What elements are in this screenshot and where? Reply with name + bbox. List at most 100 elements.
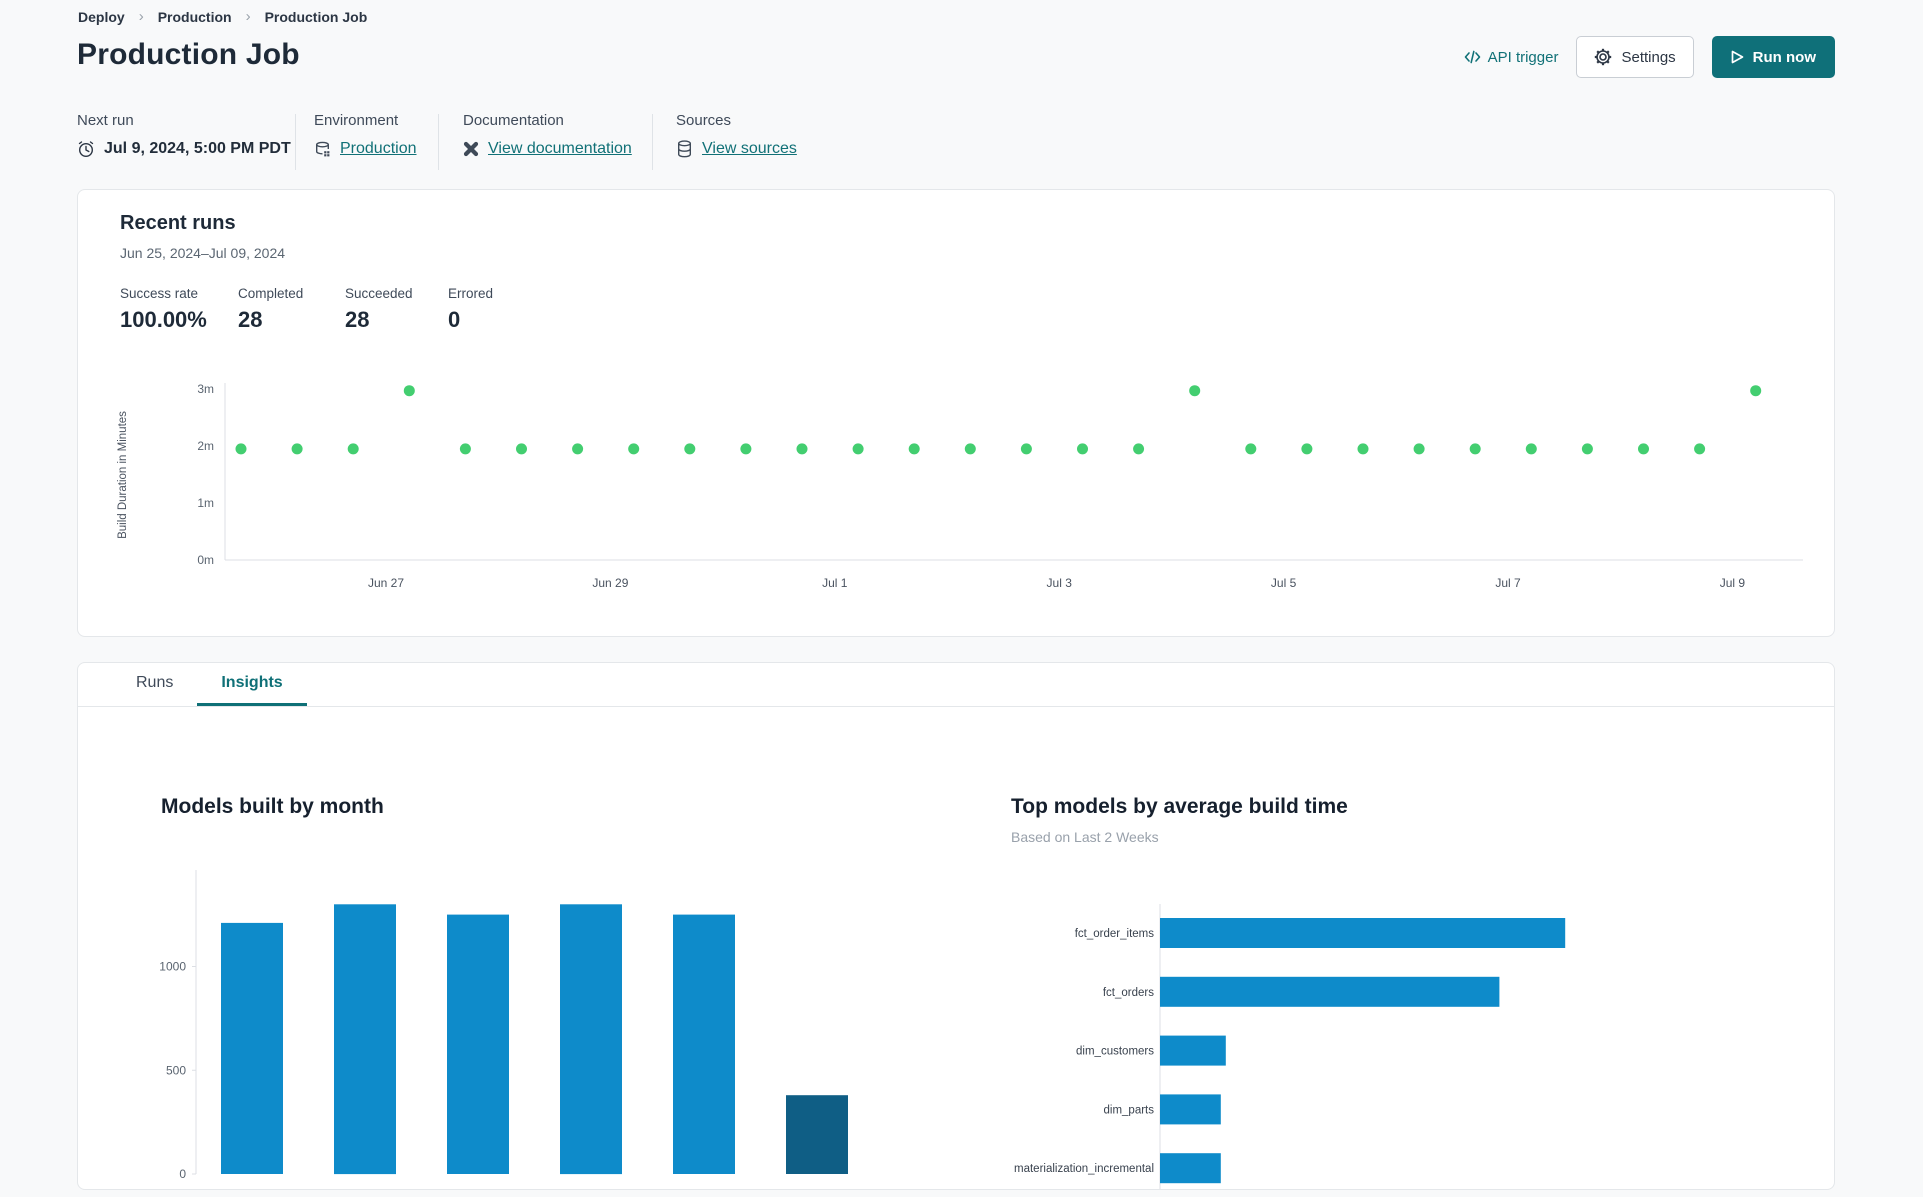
run-dot[interactable] (1020, 443, 1032, 455)
run-dot[interactable] (1638, 443, 1649, 455)
run-dot[interactable] (403, 385, 415, 397)
job-meta-row: Next run Jul 9, 2024, 5:00 PM PDT Enviro… (0, 112, 1923, 174)
category-label: materialization_incremental (1014, 1163, 1154, 1175)
play-icon (1731, 50, 1744, 64)
stat-completed: Completed 28 (238, 286, 303, 333)
run-now-button[interactable]: Run now (1711, 36, 1835, 78)
hbar-svg: 0m10s20s30s40sfct_order_itemsfct_ordersd… (1014, 904, 1566, 1189)
run-dot[interactable] (347, 443, 359, 455)
breadcrumb-deploy[interactable]: Deploy (78, 8, 125, 25)
environment-label: Environment (314, 112, 399, 129)
category-label: fct_orders (1103, 987, 1154, 999)
run-dot[interactable] (964, 443, 976, 455)
meta-next-run: Next run Jul 9, 2024, 5:00 PM PDT (77, 112, 291, 158)
recent-runs-card: Recent runs Jun 25, 2024–Jul 09, 2024 Su… (77, 189, 1835, 637)
x-tick: Jul 3 (1047, 576, 1073, 590)
run-dot[interactable] (459, 443, 471, 455)
y-tick: 1m (197, 496, 214, 510)
code-icon (1464, 50, 1480, 64)
gear-icon (1595, 48, 1612, 66)
x-tick: Jun 27 (368, 576, 404, 590)
divider (295, 114, 296, 170)
run-dot[interactable] (1694, 443, 1706, 455)
y-axis-label: Build Duration in Minutes (117, 411, 129, 539)
bar-mar (334, 904, 396, 1175)
x-tick: Jul 7 (1495, 576, 1521, 590)
tab-insights[interactable]: Insights (197, 663, 307, 706)
x-tick: Jul 1 (822, 576, 848, 590)
tab-runs[interactable]: Runs (136, 674, 174, 691)
run-dot[interactable] (291, 443, 303, 455)
bar-dim_customers (1160, 1035, 1226, 1066)
y-tick: 2m (197, 439, 214, 453)
top-models-subtitle: Based on Last 2 Weeks (1011, 829, 1159, 845)
run-dot[interactable] (628, 443, 640, 455)
run-dot[interactable] (1357, 443, 1369, 455)
bar-fct_orders (1160, 976, 1500, 1007)
y-tick: 3m (197, 382, 214, 396)
run-dot[interactable] (1077, 443, 1088, 455)
view-documentation-link[interactable]: View documentation (488, 140, 632, 157)
stat-label: Success rate (120, 286, 199, 301)
header-actions: API trigger Settings Run now (1464, 36, 1835, 78)
run-dot[interactable] (1750, 385, 1762, 397)
run-dot[interactable] (572, 443, 584, 455)
breadcrumb-production-job: Production Job (264, 8, 368, 25)
y-tick: 0 (179, 1167, 186, 1181)
stat-label: Completed (238, 286, 304, 301)
run-dot[interactable] (1581, 443, 1593, 455)
models-by-month-title: Models built by month (161, 795, 384, 818)
top-models-title: Top models by average build time (1011, 795, 1348, 818)
y-tick: 500 (166, 1063, 186, 1077)
top-models-chart: 0m10s20s30s40sfct_order_itemsfct_ordersd… (858, 867, 1828, 1189)
documentation-label: Documentation (463, 112, 564, 129)
run-dot[interactable] (852, 443, 864, 455)
x-tick: Current (797, 1188, 838, 1190)
build-duration-chart: 0m 1m 2m 3m Build Duration in Minutes Jun 27 J… (108, 365, 1828, 620)
category-label: fct_order_items (1075, 928, 1155, 940)
chevron-right-icon: › (245, 8, 251, 25)
x-tick: Apr (469, 1188, 488, 1190)
chevron-right-icon: › (138, 8, 144, 25)
run-dot[interactable] (684, 443, 696, 455)
dbt-docs-icon (463, 141, 479, 157)
run-dot[interactable] (1245, 443, 1257, 455)
divider (438, 114, 439, 170)
stat-label: Succeeded (345, 286, 413, 301)
meta-sources: Sources View sources (676, 112, 797, 158)
alarm-clock-icon (78, 141, 94, 158)
bar-dim_parts (1160, 1094, 1221, 1125)
bar-materialization_incremental (1160, 1153, 1221, 1184)
settings-label: Settings (1621, 48, 1676, 66)
bar-feb (221, 922, 283, 1174)
run-dot[interactable] (1525, 443, 1537, 455)
models-by-month-chart: 0 500 1000 Feb Mar Apr May Jun Current (118, 857, 918, 1190)
run-dot[interactable] (1189, 385, 1201, 397)
api-trigger-link[interactable]: API trigger (1464, 49, 1558, 66)
breadcrumb-production[interactable]: Production (157, 8, 232, 25)
environment-icon (315, 141, 330, 156)
run-dot[interactable] (1133, 443, 1145, 455)
insights-panel: Models built by month Top models by aver… (78, 707, 1834, 1190)
run-dot[interactable] (908, 443, 920, 455)
run-dot[interactable] (1301, 443, 1313, 455)
x-tick: Jun 29 (592, 576, 628, 590)
run-dot[interactable] (740, 443, 752, 455)
y-tick: 0m (197, 553, 214, 567)
run-dot[interactable] (516, 443, 527, 455)
next-run-value: Jul 9, 2024, 5:00 PM PDT (104, 140, 291, 157)
job-details-card: Runs Insights Models built by month Top … (77, 662, 1835, 1190)
view-sources-link[interactable]: View sources (702, 140, 797, 157)
settings-button[interactable]: Settings (1576, 36, 1694, 78)
meta-documentation: Documentation View documentation (463, 112, 632, 158)
scatter-svg: 0m 1m 2m 3m Build Duration in Minutes Jun 27 J… (117, 382, 1803, 590)
run-dot[interactable] (1469, 443, 1481, 455)
environment-link[interactable]: Production (340, 140, 417, 157)
run-dot[interactable] (1413, 443, 1425, 455)
run-dot[interactable] (796, 443, 808, 455)
stat-succeeded: Succeeded 28 (345, 286, 413, 333)
bar-current (786, 1095, 848, 1174)
vbar-svg: 0 500 1000 Feb Mar Apr May Jun Current (159, 870, 848, 1190)
run-dot[interactable] (235, 443, 247, 455)
